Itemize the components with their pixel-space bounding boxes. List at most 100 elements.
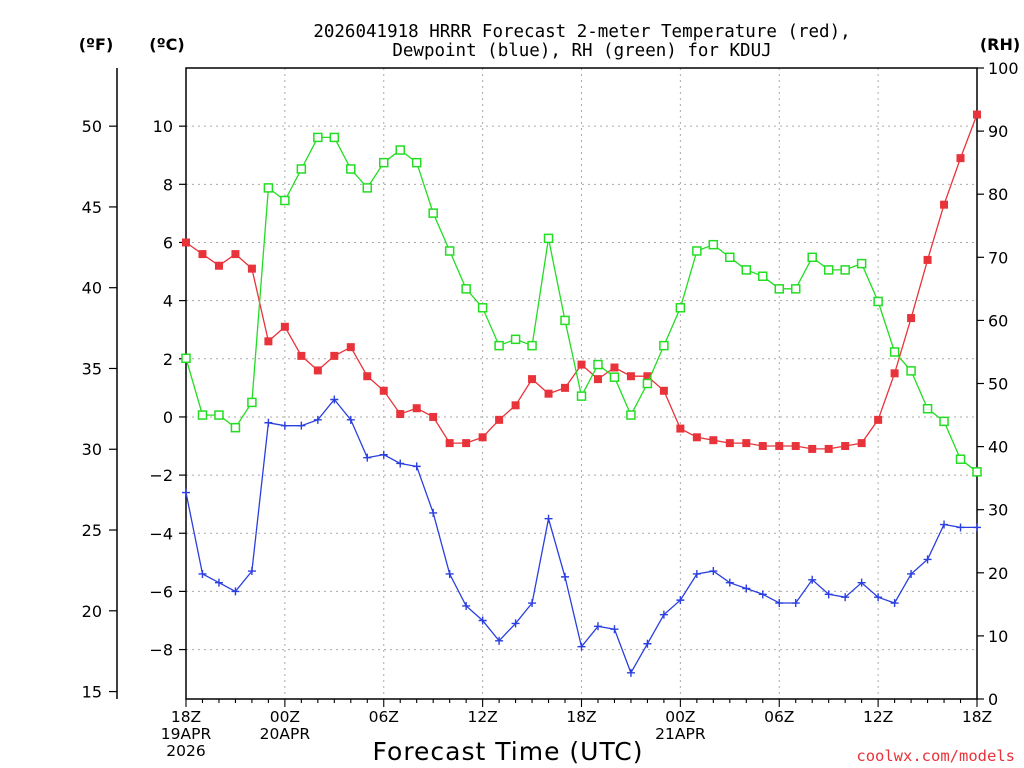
rh-tick-label: 30	[988, 501, 1008, 520]
dewpoint-point	[412, 462, 421, 471]
dewpoint-point	[330, 395, 339, 404]
rh-tick-label: 10	[988, 627, 1008, 646]
temperature-point	[758, 442, 767, 451]
dewpoint-point	[758, 590, 767, 599]
rh-point	[807, 252, 817, 263]
celsius-tick-label: −4	[149, 524, 173, 543]
dewpoint-point	[956, 523, 965, 532]
dewpoint-point	[264, 418, 273, 427]
dewpoint-point	[214, 578, 223, 587]
temperature-point	[462, 439, 471, 448]
rh-point	[428, 208, 438, 218]
dewpoint-point	[577, 642, 586, 651]
temperature-point	[874, 415, 883, 424]
celsius-tick-label: 8	[163, 175, 173, 194]
temperature-point	[478, 433, 487, 442]
dewpoint-point	[363, 453, 372, 462]
rh-point	[543, 233, 554, 244]
dewpoint-point	[561, 572, 570, 581]
temperature-point	[198, 250, 207, 259]
rh-point	[955, 454, 966, 464]
celsius-tick-label: 0	[163, 408, 173, 427]
rh-point	[280, 195, 290, 206]
rh-tick-label: 70	[988, 248, 1008, 267]
temperature-point	[297, 351, 306, 360]
temperature-point	[676, 424, 685, 433]
temperature-point	[313, 366, 322, 375]
dewpoint-point	[643, 639, 652, 648]
dewpoint-point	[841, 593, 850, 602]
temperature-point	[511, 401, 520, 410]
temperature-point	[890, 369, 899, 378]
dewpoint-point	[396, 459, 405, 468]
temperature-point	[247, 264, 256, 273]
temperature-point	[643, 372, 652, 381]
dewpoint-point	[626, 668, 635, 677]
dewpoint-point	[528, 599, 537, 608]
dewpoint-point	[247, 567, 256, 576]
rh-point	[346, 164, 356, 174]
dewpoint-point	[775, 599, 784, 608]
dewpoint-point	[676, 596, 685, 605]
rh-point	[411, 157, 422, 168]
temperature-point	[330, 351, 339, 360]
celsius-tick-label: −6	[149, 582, 173, 601]
rh-point	[181, 353, 191, 364]
temperature-point	[824, 444, 833, 453]
time-tick-label: 00Z	[665, 708, 695, 726]
rh-point	[856, 258, 867, 269]
dewpoint-point	[973, 523, 981, 532]
temperature-point	[214, 261, 223, 270]
celsius-tick-label: −2	[149, 466, 173, 485]
temperature-point	[495, 415, 504, 424]
rh-point	[576, 391, 587, 401]
rh-point	[560, 315, 570, 326]
temperature-point	[182, 238, 190, 247]
rh-point	[313, 132, 323, 143]
temperature-point	[841, 442, 850, 451]
dewpoint-point	[709, 567, 718, 576]
dewpoint-point	[907, 569, 916, 578]
dewpoint-point	[280, 421, 289, 430]
celsius-unit-label: (ºC)	[149, 35, 184, 54]
rh-point	[362, 183, 373, 193]
dewpoint-point	[495, 636, 504, 645]
credit-link[interactable]: coolwx.com/models	[856, 747, 1015, 765]
rh-point	[197, 410, 208, 420]
dewpoint-point	[544, 514, 553, 523]
dewpoint-point	[182, 488, 190, 497]
temperature-point	[528, 375, 537, 384]
rh-unit-label: (RH)	[980, 35, 1020, 54]
temperature-point	[363, 372, 372, 381]
rh-tick-label: 90	[988, 122, 1008, 141]
rh-point	[263, 183, 274, 193]
rh-tick-label: 50	[988, 375, 1008, 394]
temperature-point	[577, 360, 586, 369]
rh-point	[972, 467, 982, 477]
dewpoint-point	[890, 599, 899, 608]
rh-point	[247, 397, 257, 408]
fahrenheit-unit-label: (ºF)	[79, 35, 114, 54]
rh-point	[296, 164, 307, 174]
temperature-point	[808, 444, 817, 453]
rh-point	[675, 303, 686, 313]
rh-tick-label: 20	[988, 564, 1008, 583]
dewpoint-point	[824, 590, 833, 599]
dewpoint-point	[511, 619, 520, 628]
rh-tick-label: 100	[988, 59, 1019, 78]
rh-point	[692, 246, 702, 256]
rh-point	[906, 366, 916, 376]
dewpoint-point	[742, 584, 751, 593]
celsius-tick-label: 6	[163, 233, 173, 252]
temperature-point	[659, 386, 668, 395]
rh-axis: 0 10 20 30 40 50 60 70 80 90 100	[977, 59, 1019, 709]
time-tick-label: 06Z	[369, 708, 399, 726]
dewpoint-point	[692, 569, 701, 578]
rh-point	[642, 378, 653, 389]
rh-point	[329, 132, 340, 143]
dewpoint-point	[462, 601, 471, 610]
temperature-point	[791, 442, 800, 451]
dewpoint-point	[808, 575, 817, 584]
